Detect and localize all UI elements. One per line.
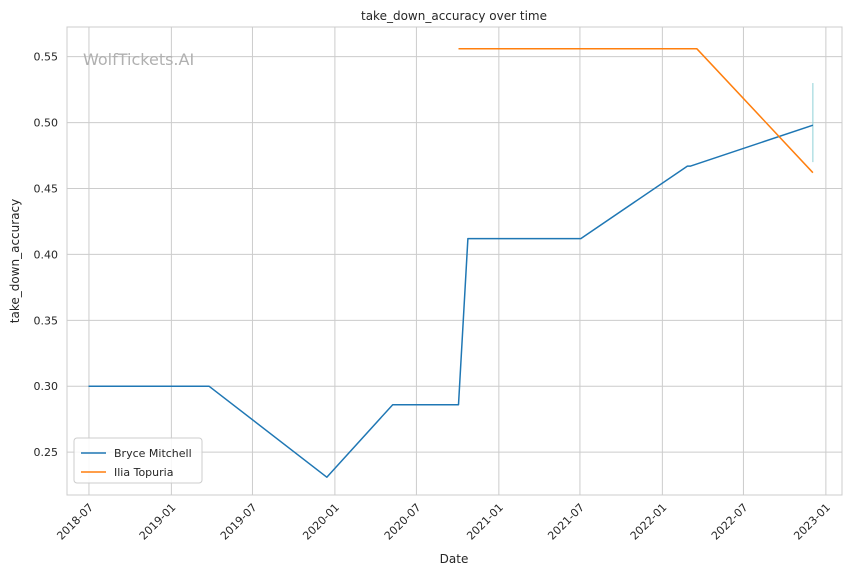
legend-label: Ilia Topuria	[114, 466, 173, 479]
x-tick-label: 2019-07	[218, 501, 260, 543]
x-axis-label: Date	[440, 552, 469, 566]
series-line	[88, 124, 814, 478]
y-tick-label: 0.50	[34, 117, 59, 130]
y-tick-label: 0.30	[34, 380, 59, 393]
x-tick-label: 2022-07	[709, 501, 751, 543]
legend-label: Bryce Mitchell	[114, 447, 192, 460]
plot-area-frame	[66, 26, 843, 496]
series-lines	[88, 48, 814, 478]
y-tick-label: 0.40	[34, 248, 59, 261]
chart-title: take_down_accuracy over time	[361, 9, 547, 23]
x-tick-label: 2019-01	[137, 501, 179, 543]
legend: Bryce Mitchell Ilia Topuria	[73, 437, 203, 484]
x-tick-label: 2020-01	[300, 501, 342, 543]
x-tick-label: 2020-07	[382, 501, 424, 543]
x-tick-label: 2021-01	[464, 501, 506, 543]
x-tick-label: 2021-07	[545, 501, 587, 543]
y-tick-label: 0.35	[34, 314, 59, 327]
y-tick-label: 0.45	[34, 182, 59, 195]
x-axis-ticks: 2018-07 2019-01 2019-07 2020-01 2020-07 2021-…	[54, 501, 833, 543]
watermark-text: WolfTickets.AI	[83, 50, 194, 69]
grid-lines	[67, 27, 842, 495]
y-axis-label: take_down_accuracy	[8, 199, 22, 323]
x-tick-label: 2023-01	[791, 501, 833, 543]
y-tick-label: 0.25	[34, 446, 59, 459]
y-axis-ticks: 0.25 0.30 0.35 0.40 0.45 0.50 0.55	[34, 51, 59, 459]
series-line	[458, 48, 814, 174]
x-tick-label: 2022-01	[628, 501, 670, 543]
x-tick-label: 2018-07	[54, 501, 96, 543]
y-tick-label: 0.55	[34, 51, 59, 64]
